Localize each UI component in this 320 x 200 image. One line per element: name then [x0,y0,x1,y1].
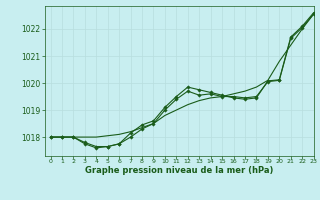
X-axis label: Graphe pression niveau de la mer (hPa): Graphe pression niveau de la mer (hPa) [85,166,273,175]
